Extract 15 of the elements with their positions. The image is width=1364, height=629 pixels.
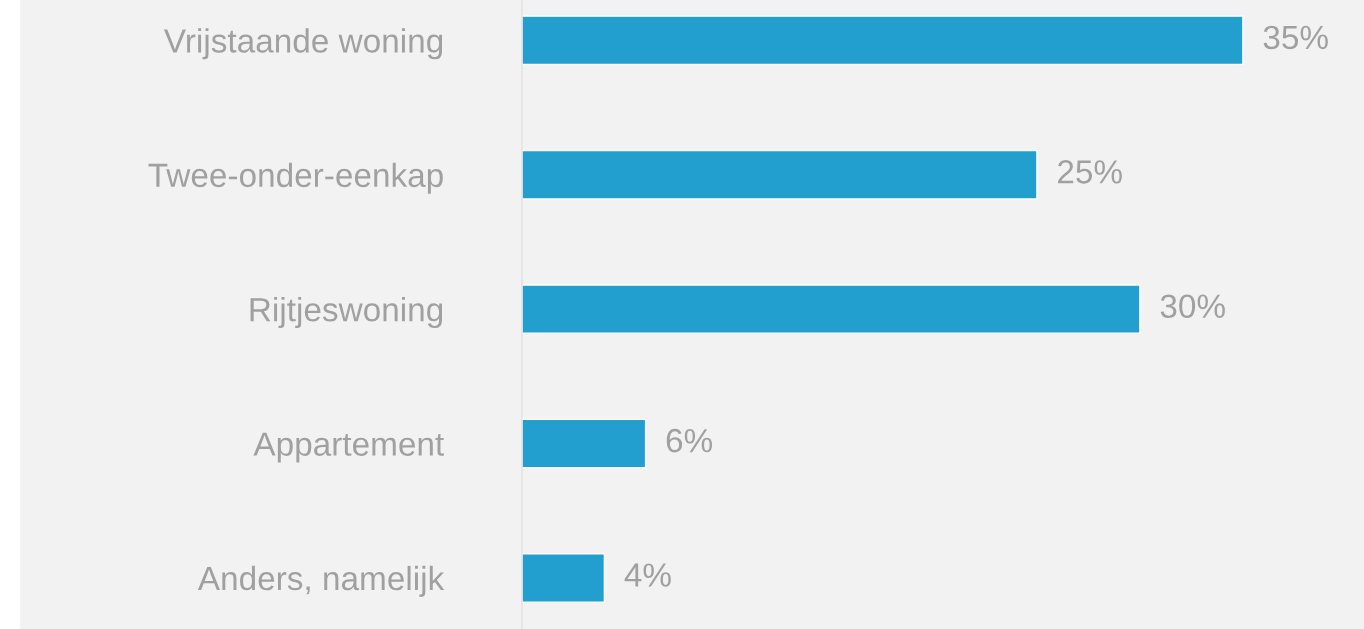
y-tick-label: Vrijstaande woning: [163, 28, 443, 60]
data-label: 25%: [1058, 160, 1122, 184]
data-label: 6%: [666, 428, 713, 453]
data-label: 30%: [1160, 294, 1225, 319]
bar: [522, 553, 606, 603]
bar: [522, 284, 1141, 335]
data-label: 4%: [624, 563, 671, 587]
data-label: 35%: [1263, 25, 1328, 50]
bar: [522, 418, 647, 469]
y-tick-label: Rijtjeswoning: [250, 297, 443, 329]
y-tick-label: Appartement: [253, 432, 444, 463]
y-tick-label: Anders, namelijk: [197, 565, 445, 597]
bar: [522, 15, 1244, 66]
y-tick-label: Twee-onder-eenkap: [148, 162, 443, 194]
bar: [522, 149, 1038, 200]
